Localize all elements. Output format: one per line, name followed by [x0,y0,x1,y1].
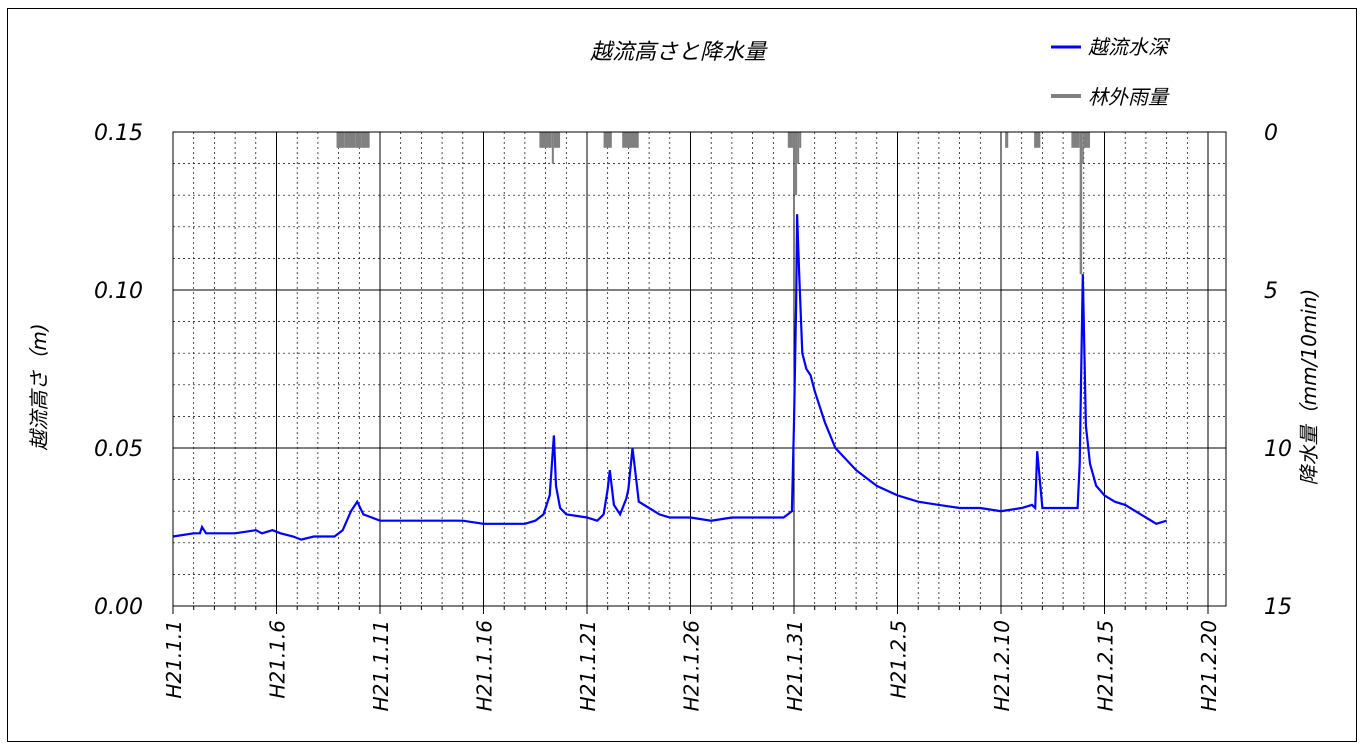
rain-bar [622,132,639,148]
x-tick-label: H21.1.11 [369,620,393,711]
y-axis-right-label: 降水量（mm/10min) [1297,289,1321,486]
y-tick-label: 0.10 [94,279,143,304]
y2-tick-label: 5 [1264,279,1278,304]
legend: 越流水深 林外雨量 [1051,35,1171,109]
rain-bar [553,132,561,148]
rain-bar [799,132,802,148]
y-tick-label: 0.15 [94,121,143,146]
x-tick-label: H21.1.16 [473,620,497,711]
rain-bar [1034,132,1041,148]
x-tick-label: H21.2.10 [990,620,1014,711]
chart-frame: 0.00 0.05 0.10 0.15 0 5 10 15 H21.1.1 H21.1.6 H21.… [7,8,1357,742]
grid [172,131,1226,614]
rain-bar [795,132,798,196]
x-tick-label: H21.1.26 [680,620,704,711]
y2-tick-label: 0 [1264,121,1278,146]
rain-bar [1071,132,1080,148]
rain-bar [336,132,345,148]
rain-bar [355,132,362,148]
rain-bar [1079,132,1083,275]
chart-title: 越流高さと降水量 [590,40,768,65]
rain-bar [361,132,370,148]
legend-label-rain: 林外雨量 [1088,85,1170,109]
rain-bar [792,132,796,164]
rain-bar [344,132,356,148]
rain-bars [336,132,1091,275]
x-tick-label: H21.1.1 [162,620,186,699]
x-tick-label: H21.2.5 [887,620,911,699]
rain-bar [1082,132,1084,164]
rain-bar [603,132,612,148]
y2-tick-label: 10 [1264,437,1292,462]
x-tick-label: H21.1.21 [576,620,600,711]
y-axis-left-label: 越流高さ（m) [27,323,51,450]
rain-bar [1005,132,1009,148]
rain-bar [551,132,554,164]
rain-bar [1083,132,1091,148]
y-tick-label: 0.00 [94,595,143,620]
x-tick-label: H21.1.31 [783,620,807,711]
axis-tick-labels: 0.00 0.05 0.10 0.15 0 5 10 15 H21.1.1 H21.1.6 H21.… [94,121,1292,711]
series-line-depth [172,214,1167,541]
x-tick-label: H21.1.6 [266,620,290,699]
rain-bar [797,132,800,164]
x-tick-label: H21.2.15 [1094,620,1118,711]
rain-bar [539,132,552,148]
rain-bar [787,132,793,148]
y-tick-label: 0.05 [94,437,143,462]
chart-svg: 0.00 0.05 0.10 0.15 0 5 10 15 H21.1.1 H21.1.6 H21.… [27,35,1321,711]
y2-tick-label: 15 [1264,595,1292,620]
legend-label-depth: 越流水深 [1088,35,1171,59]
plot-border [172,131,1227,607]
x-tick-label: H21.2.20 [1197,620,1221,711]
